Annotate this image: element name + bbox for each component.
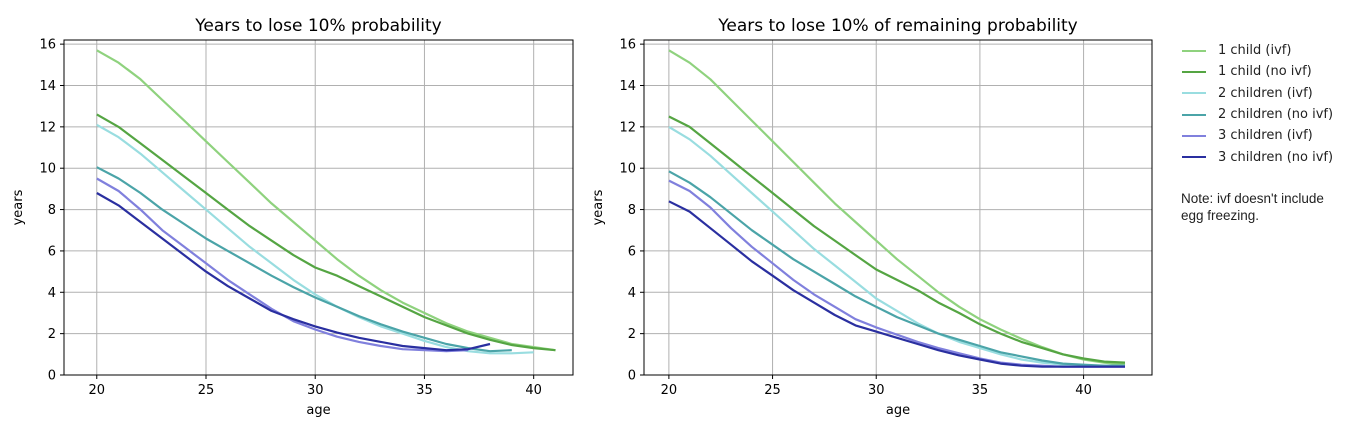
legend-label: 3 children (no ivf) [1218,149,1334,165]
series-line [668,170,1125,367]
y-tick-label: 12 [39,120,56,135]
y-tick-label: 12 [619,120,636,135]
legend-item: 2 children (no ivf) [1182,104,1333,125]
x-tick-label: 25 [764,383,781,398]
legend-swatch [1182,134,1206,137]
y-tick-label: 8 [48,203,56,218]
y-tick-label: 0 [628,369,636,384]
x-tick-label: 30 [307,383,324,398]
legend-item: 1 child (ivf) [1182,40,1333,61]
series-line [96,192,491,352]
chart-right: 20 25 30 35 40 0 2 4 6 8 10 12 14 16 Years to lose 10%… [591,16,1153,418]
series-line [96,49,556,352]
legend-item: 3 children (no ivf) [1182,146,1333,167]
x-axis-label: age [306,403,330,418]
legend-swatch [1182,156,1206,159]
x-tick-label: 25 [198,383,215,398]
y-tick-label: 6 [628,244,636,259]
y-tick-label: 10 [619,162,636,177]
legend-label: 3 children (ivf) [1218,128,1313,144]
legend-item: 2 children (ivf) [1182,83,1333,104]
note-text: Note: ivf doesn't include egg freezing. [1181,191,1324,223]
y-tick-label: 6 [48,244,56,259]
legend-swatch [1182,113,1206,116]
legend-label: 2 children (no ivf) [1218,107,1334,123]
legend-item: 3 children (ivf) [1182,125,1333,146]
y-tick-label: 16 [39,38,56,53]
y-tick-label: 4 [628,286,636,301]
legend-swatch [1182,49,1206,52]
axes-frame [63,39,574,376]
x-axis-label: age [886,403,910,418]
series-line [96,166,512,353]
axes-frame [643,39,1153,376]
legend-item: 1 child (no ivf) [1182,61,1333,82]
y-axis-label: years [11,189,26,225]
series-line [668,200,1125,368]
legend: 1 child (ivf) 1 child (no ivf) 2 childre… [1182,40,1333,168]
chart-title: Years to lose 10% probability [194,16,441,36]
y-tick-label: 4 [48,286,56,301]
legend-swatch [1182,70,1206,73]
y-tick-label: 2 [628,327,636,342]
y-tick-label: 0 [48,369,56,384]
chart-left: 20 25 30 35 40 0 2 4 6 8 10 12 14 16 Years to lose 10%… [11,16,574,418]
x-tick-label: 35 [972,383,989,398]
x-tick-label: 40 [525,383,542,398]
legend-label: 2 children (ivf) [1218,85,1313,101]
series-line [96,177,469,353]
x-tick-label: 20 [88,383,105,398]
x-tick-label: 40 [1075,383,1092,398]
y-tick-label: 10 [39,162,56,177]
chart-title: Years to lose 10% of remaining probabili… [717,16,1078,36]
series-line [668,125,1125,367]
x-tick-label: 20 [661,383,678,398]
series-line [668,115,1126,364]
legend-label: 1 child (no ivf) [1218,64,1312,80]
y-tick-label: 8 [628,203,636,218]
legend-swatch [1182,92,1206,95]
y-axis-label: years [591,189,606,225]
y-tick-label: 14 [619,79,636,94]
series-line [96,113,556,352]
y-tick-label: 2 [48,327,56,342]
y-tick-label: 16 [619,38,636,53]
legend-label: 1 child (ivf) [1218,43,1292,59]
x-tick-label: 30 [868,383,885,398]
y-tick-label: 14 [39,79,56,94]
x-tick-label: 35 [416,383,433,398]
